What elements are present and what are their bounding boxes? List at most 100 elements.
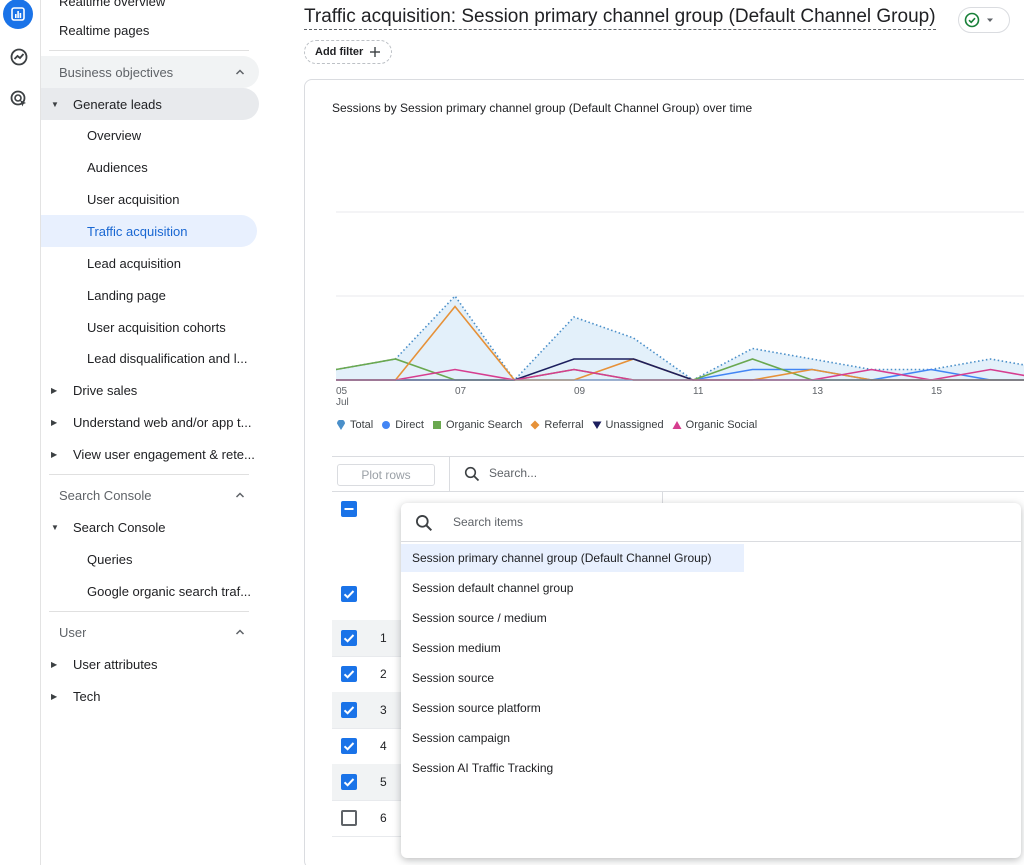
x-tick-label: 15 (931, 386, 943, 397)
advertising-icon[interactable] (6, 86, 32, 112)
row-checkbox[interactable] (341, 702, 357, 718)
dropdown-item[interactable]: Session primary channel group (Default C… (401, 544, 744, 572)
minus-icon (344, 508, 354, 510)
caret-right-icon: ▶ (51, 659, 58, 669)
check-icon (343, 706, 355, 715)
totals-row-checkbox[interactable] (341, 586, 357, 602)
legend-item-direct[interactable]: Direct (381, 419, 424, 431)
nav-item-overview[interactable]: Overview (87, 127, 142, 143)
data-quality-status-button[interactable] (958, 7, 1010, 33)
plus-icon (370, 47, 381, 57)
chart-title: Sessions by Session primary channel grou… (332, 101, 753, 115)
legend-item-organic-search[interactable]: Organic Search (432, 419, 522, 431)
chart-legend: Total Direct Organic Search Referral Unassig… (336, 419, 757, 431)
check-circle-icon (964, 12, 980, 28)
legend-label: Organic Social (685, 419, 758, 431)
select-all-checkbox[interactable] (341, 501, 357, 517)
nav-item-user-attributes[interactable]: ▶ User attributes (51, 656, 158, 672)
page-title[interactable]: Traffic acquisition: Session primary cha… (304, 6, 936, 30)
row-number: 3 (380, 703, 387, 717)
x-tick-label: 11 (693, 386, 704, 397)
nav-item-drive-sales[interactable]: ▶ Drive sales (51, 382, 138, 398)
nav-section-user[interactable]: User (41, 616, 259, 648)
legend-label: Organic Search (445, 419, 523, 431)
dropdown-search-input[interactable]: Search items (453, 515, 524, 529)
add-filter-label: Add filter (315, 46, 364, 58)
x-tick-sublabel: Jul (336, 397, 349, 408)
row-divider (332, 836, 402, 837)
nav-section-search-console[interactable]: Search Console (41, 479, 259, 511)
nav-divider (49, 474, 249, 475)
row-checkbox[interactable] (341, 810, 357, 826)
nav-item-lead-disqualification[interactable]: Lead disqualification and l... (87, 350, 248, 366)
nav-item-understand-web-app[interactable]: ▶ Understand web and/or app t... (51, 414, 252, 430)
dropdown-item[interactable]: Session default channel group (412, 581, 574, 595)
row-number: 2 (380, 667, 387, 681)
dropdown-item[interactable]: Session source (412, 671, 495, 685)
row-checkbox[interactable] (341, 738, 357, 754)
caret-right-icon: ▶ (51, 417, 58, 427)
check-icon (343, 634, 355, 643)
nav-item-landing-page[interactable]: Landing page (87, 287, 166, 303)
caret-down-icon (987, 18, 993, 22)
column-separator (662, 491, 663, 503)
dropdown-item[interactable]: Session source platform (412, 701, 541, 715)
toolbar-separator (449, 457, 450, 491)
add-filter-button[interactable]: Add filter (304, 40, 393, 64)
nav-item-search-console[interactable]: ▼ Search Console (51, 519, 166, 535)
report-navigation: Realtime overview Realtime pages Busines… (41, 0, 263, 865)
chevron-up-icon (235, 69, 245, 75)
dropdown-item[interactable]: Session campaign (412, 731, 511, 745)
nav-item-user-acquisition[interactable]: User acquisition (87, 191, 180, 207)
icon-rail (0, 0, 41, 865)
nav-item-user-engagement[interactable]: ▶ View user engagement & rete... (51, 446, 255, 462)
nav-item-queries[interactable]: Queries (87, 551, 133, 567)
line-chart: 05 07 09 11 13 15 Jul (336, 211, 1024, 408)
row-checkbox[interactable] (341, 774, 357, 790)
search-icon (416, 515, 433, 532)
legend-marker-icon (432, 421, 441, 429)
table-search-input[interactable]: Search... (489, 466, 538, 480)
x-tick-label: 07 (455, 386, 467, 397)
explore-icon[interactable] (6, 44, 32, 70)
dropdown-item[interactable]: Session medium (412, 641, 501, 655)
dropdown-item[interactable]: Session AI Traffic Tracking (412, 761, 554, 775)
legend-label: Direct (395, 419, 424, 431)
nav-item-user-acquisition-cohorts[interactable]: User acquisition cohorts (87, 319, 226, 335)
nav-item-tech[interactable]: ▶ Tech (51, 688, 101, 704)
check-icon (343, 590, 355, 599)
nav-item-traffic-acquisition[interactable]: Traffic acquisition (41, 215, 257, 247)
nav-item-realtime-pages[interactable]: Realtime pages (59, 22, 150, 38)
legend-item-referral[interactable]: Referral (530, 419, 584, 431)
caret-down-icon: ▼ (51, 99, 59, 109)
legend-item-unassigned[interactable]: Unassigned (592, 419, 664, 431)
row-divider (332, 656, 402, 657)
nav-item-generate-leads[interactable]: ▼ Generate leads (41, 88, 259, 120)
x-tick-label: 13 (812, 386, 824, 397)
series-area-total (336, 296, 1024, 380)
legend-marker-icon (337, 420, 345, 430)
chevron-up-icon (235, 629, 245, 635)
legend-marker-icon (672, 421, 682, 429)
row-number: 6 (380, 811, 387, 825)
check-icon (343, 670, 355, 679)
row-divider (332, 728, 402, 729)
table-header-border (332, 491, 1024, 492)
nav-section-business-objectives[interactable]: Business objectives (41, 56, 259, 88)
nav-item-lead-acquisition[interactable]: Lead acquisition (87, 255, 181, 271)
dropdown-item[interactable]: Session source / medium (412, 611, 547, 625)
caret-right-icon: ▶ (51, 385, 58, 395)
row-checkbox[interactable] (341, 630, 357, 646)
row-checkbox[interactable] (341, 666, 357, 682)
legend-marker-icon (530, 420, 540, 430)
legend-item-total[interactable]: Total (336, 419, 373, 431)
legend-marker-icon (592, 421, 602, 429)
nav-item-google-organic-search[interactable]: Google organic search traf... (87, 583, 252, 599)
plot-rows-button[interactable]: Plot rows (337, 464, 435, 486)
nav-item-audiences[interactable]: Audiences (87, 159, 148, 175)
caret-right-icon: ▶ (51, 449, 58, 459)
legend-item-organic-social[interactable]: Organic Social (672, 419, 758, 431)
legend-label: Unassigned (605, 419, 664, 431)
x-tick-label: 05 (336, 386, 348, 397)
reports-icon[interactable] (3, 0, 33, 29)
